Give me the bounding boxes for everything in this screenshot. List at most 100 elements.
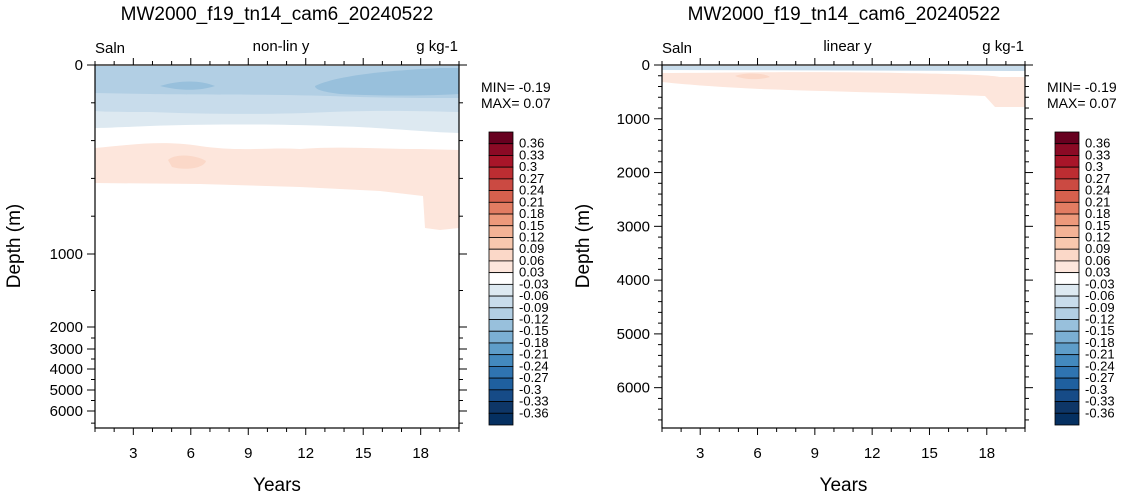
colorbar-label: -0.33 xyxy=(519,394,549,409)
x-tick-label: 15 xyxy=(355,445,372,462)
colorbar-label: 0.36 xyxy=(1085,136,1110,151)
x-tick-label: 18 xyxy=(978,445,995,462)
x-tick-label: 12 xyxy=(864,445,881,462)
colorbar-swatch xyxy=(488,166,514,180)
field-neg-012-a xyxy=(160,81,215,90)
colorbar-swatch xyxy=(1054,354,1080,367)
colorbar-swatch xyxy=(488,342,514,356)
colorbar-label: -0.3 xyxy=(1085,382,1107,397)
y-tick-label: 4000 xyxy=(617,272,650,289)
x-tick-label: 18 xyxy=(412,445,429,462)
x-ticks xyxy=(661,58,1026,435)
colorbar-swatch xyxy=(1054,272,1080,285)
colorbar-swatch xyxy=(488,307,514,320)
colorbar: 0.360.330.30.270.240.210.180.150.120.090… xyxy=(1054,131,1115,426)
x-axis-label: Years xyxy=(820,475,868,496)
y-tick-label: 6000 xyxy=(50,403,83,420)
colorbar-swatch xyxy=(1054,401,1080,414)
colorbar-label: 0.15 xyxy=(1085,218,1110,233)
max-label: MAX= 0.07 xyxy=(481,95,551,111)
colorbar-label: 0.33 xyxy=(1085,147,1110,162)
colorbar-swatch xyxy=(1054,237,1080,250)
colorbar-swatch xyxy=(488,143,514,156)
colorbar-swatch xyxy=(1054,248,1080,262)
y-axis-label: Depth (m) xyxy=(4,204,25,288)
chart-panel-2: 3 6 9 12 15 18 0 1000 2000 3000 4000 5000 6000 MW2000… xyxy=(573,4,1117,496)
contour-fills xyxy=(95,66,459,230)
x-axis-label: Years xyxy=(253,475,301,496)
colorbar-swatch xyxy=(1054,131,1080,145)
colorbar-swatch xyxy=(1054,178,1080,192)
colorbar-label: 0.09 xyxy=(519,241,544,256)
colorbar-label: -0.24 xyxy=(1085,358,1115,373)
y-tick-label: 0 xyxy=(75,57,83,74)
colorbar-swatch xyxy=(1054,389,1080,402)
colorbar-swatch xyxy=(488,201,514,215)
colorbar-swatch xyxy=(488,225,514,238)
colorbar-swatch xyxy=(1054,319,1080,332)
colorbar-swatch xyxy=(1054,342,1080,356)
x-tick-label: 3 xyxy=(129,445,137,462)
colorbar-swatch xyxy=(1054,330,1080,344)
colorbar-swatch xyxy=(1054,260,1080,274)
colorbar-swatch xyxy=(488,295,514,309)
units-label: g kg-1 xyxy=(982,38,1024,55)
x-tick-label: 3 xyxy=(696,445,704,462)
field-pos-006 xyxy=(168,155,206,169)
colorbar-label: -0.36 xyxy=(519,405,549,420)
colorbar-label: 0.03 xyxy=(1085,265,1110,280)
colorbar-swatch xyxy=(488,283,514,297)
chart-title: MW2000_f19_tn14_cam6_20240522 xyxy=(121,4,434,25)
y-tick-label: 5000 xyxy=(617,326,650,343)
scale-label: non-lin y xyxy=(253,38,310,55)
colorbar-label: 0.24 xyxy=(1085,183,1110,198)
colorbar-label: -0.21 xyxy=(519,347,549,362)
field-neg-012-b xyxy=(315,68,459,96)
colorbar-label: -0.09 xyxy=(1085,300,1115,315)
colorbar-label: 0.06 xyxy=(519,253,544,268)
variable-label: Saln xyxy=(95,40,125,57)
colorbar-label: -0.36 xyxy=(1085,405,1115,420)
colorbar-swatch xyxy=(1054,295,1080,309)
colorbar-label: -0.27 xyxy=(519,370,549,385)
colorbar-label: 0.06 xyxy=(1085,253,1110,268)
y-tick-label: 1000 xyxy=(50,246,83,263)
colorbar-swatch xyxy=(488,377,514,391)
colorbar-swatch xyxy=(488,401,514,414)
y-tick-label: 2000 xyxy=(617,165,650,182)
colorbar-label: 0.21 xyxy=(1085,194,1110,209)
colorbar-label: 0.3 xyxy=(1085,159,1103,174)
colorbar-label: -0.15 xyxy=(519,323,549,338)
colorbar-swatch xyxy=(1054,213,1080,227)
colorbar-label: -0.3 xyxy=(519,382,541,397)
colorbar-label: -0.21 xyxy=(1085,347,1115,362)
colorbar-swatch xyxy=(488,260,514,274)
max-label: MAX= 0.07 xyxy=(1047,95,1117,111)
colorbar-label: -0.06 xyxy=(519,288,549,303)
units-label: g kg-1 xyxy=(416,38,458,55)
colorbar-swatch xyxy=(1054,412,1080,426)
plot-frame xyxy=(94,64,460,429)
colorbar-swatch xyxy=(488,237,514,250)
contour-fills xyxy=(662,66,1025,107)
y-tick-label: 0 xyxy=(642,57,650,74)
colorbar-label: 0.12 xyxy=(1085,229,1110,244)
colorbar-swatch xyxy=(488,248,514,262)
colorbar-swatch xyxy=(1054,377,1080,391)
y-tick-label: 3000 xyxy=(617,218,650,235)
colorbar-label: -0.03 xyxy=(1085,276,1115,291)
colorbar-swatch xyxy=(488,412,514,426)
x-tick-label: 15 xyxy=(921,445,938,462)
colorbar-label: -0.18 xyxy=(1085,335,1115,350)
colorbar-swatch xyxy=(488,319,514,332)
field-pos-003 xyxy=(662,72,1025,107)
colorbar-label: 0.15 xyxy=(519,218,544,233)
colorbar-swatch xyxy=(1054,225,1080,238)
y-axis-label: Depth (m) xyxy=(573,204,594,288)
colorbar-swatch xyxy=(488,354,514,367)
y-ticks xyxy=(87,64,467,424)
x-tick-label: 6 xyxy=(187,445,195,462)
colorbar: 0.360.330.30.270.240.210.180.150.120.090… xyxy=(488,131,549,426)
colorbar-label: 0.33 xyxy=(519,147,544,162)
colorbar-label: 0.18 xyxy=(1085,206,1110,221)
